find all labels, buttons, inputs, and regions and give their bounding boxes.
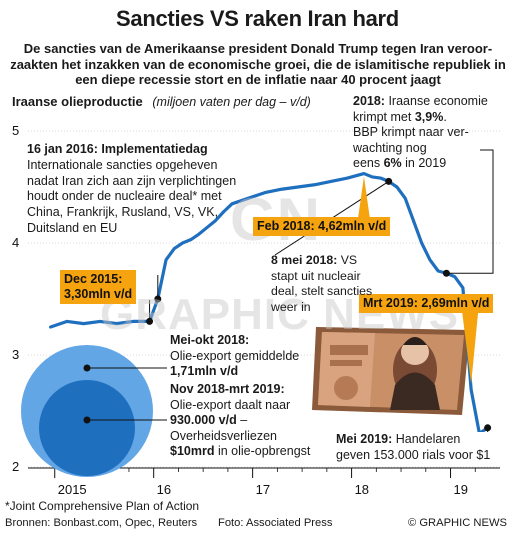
chart-title: Iraanse olieproductie (miljoen vaten per… [12, 94, 311, 110]
tag-dec-2015-value: 3,30mln v/d [64, 287, 133, 301]
page-title: Sancties VS raken Iran hard [116, 6, 399, 31]
x-tick-label-2015: 2015 [58, 482, 87, 497]
leader-economy [446, 149, 494, 274]
may-2018-annotation: 8 mei 2018: VS stapt uit nucleair deal, … [271, 253, 379, 315]
may-2018-heading: 8 mei 2018: [271, 253, 338, 267]
exports-2-heading: Nov 2018-mrt 2019: [170, 382, 285, 396]
exports-2-text: Olie-export daalt naar [170, 397, 291, 412]
y-tick-label-4: 4 [12, 235, 19, 250]
photo-credit: Foto: Associated Press [218, 517, 333, 529]
chart-ylabel: (miljoen vaten per dag – v/d) [152, 95, 311, 109]
tag-mar-2019: Mrt 2019: 2,69mln v/d [359, 294, 494, 313]
x-tick-label-19: 19 [454, 482, 468, 497]
may-2019-text-2: geven 153.000 rials voor $1 [336, 447, 491, 462]
economy-text-7: in 2019 [401, 156, 447, 170]
economy-text-4: BBP krimpt naar ver- [353, 125, 469, 139]
economy-text-2: krimpt met [353, 109, 415, 124]
economy-value-2: 6% [383, 156, 402, 170]
economy-annotation: 2018: Iraanse economie krimpt met 3,9%. … [353, 94, 488, 172]
y-tick-label-3: 3 [12, 347, 19, 362]
economy-text-5: wachting nog [353, 140, 427, 155]
sources: Bronnen: Bonbast.com, Opec, Reuters [5, 517, 198, 529]
chart-title-text: Iraanse olieproductie [12, 94, 143, 109]
may-2019-date: Mei 2019: [336, 432, 393, 446]
economy-value-1: 3,9% [414, 109, 444, 124]
tag-dec-2015: Dec 2015: 3,30mln v/d [60, 270, 137, 304]
leader-dot-exports-2 [83, 416, 91, 424]
economy-year: 2018: [353, 94, 385, 108]
exports-1-value: 1,71mln v/d [170, 364, 239, 378]
exports-2-dash: – [236, 413, 248, 427]
page-subtitle: De sancties van de Amerikaanse president… [10, 41, 506, 87]
implementation-heading: 16 jan 2016: Implementatiedag [27, 142, 208, 156]
x-tick-label-17: 17 [256, 482, 270, 497]
tag-feb-2018: Feb 2018: 4,62mln v/d [253, 217, 391, 236]
may-2018-body: VS stapt uit nucleair deal, stelt sancti… [271, 253, 373, 314]
exports-2-losses: Overheidsverliezen [170, 428, 277, 443]
exports-1-heading: Mei-okt 2018: [170, 333, 250, 347]
economy-text-3: . [443, 109, 447, 124]
exports-annotation-2: Nov 2018-mrt 2019: Olie-export daalt naa… [170, 382, 310, 460]
exports-1-text: Olie-export gemiddelde [170, 348, 300, 363]
tag-dec-2015-date: Dec 2015: [64, 272, 123, 286]
oil-production-line [49, 171, 490, 435]
pointer-mar-2019 [462, 312, 479, 384]
may-2019-annotation: Mei 2019: Handelaren geven 153.000 rials… [334, 432, 493, 463]
economy-text-1: Iraanse economie [384, 94, 488, 108]
banknote-photo [312, 327, 470, 415]
x-tick-label-18: 18 [355, 482, 369, 497]
export-circle-small [39, 380, 135, 476]
brand-credit: © GRAPHIC NEWS [408, 517, 507, 529]
x-tick-label-16: 16 [157, 482, 171, 497]
implementation-annotation: 16 jan 2016: Implementatiedag Internatio… [27, 142, 242, 237]
exports-2-value: 930.000 v/d [170, 413, 237, 427]
exports-annotation-1: Mei-okt 2018: Olie-export gemiddelde 1,7… [170, 333, 299, 380]
exports-2-loss-value: $10mrd [170, 444, 215, 458]
leader-dot-exports-1 [83, 364, 91, 372]
exports-2-loss-text: in olie-opbrengst [214, 444, 311, 458]
economy-text-6: eens [353, 156, 384, 170]
footnote: *Joint Comprehensive Plan of Action [5, 499, 200, 513]
implementation-body: Internationale sancties opgeheven nadat … [27, 157, 237, 235]
may-2019-text-1: Handelaren [392, 432, 461, 446]
y-tick-label-5: 5 [12, 123, 19, 138]
y-tick-label-2: 2 [12, 459, 19, 474]
